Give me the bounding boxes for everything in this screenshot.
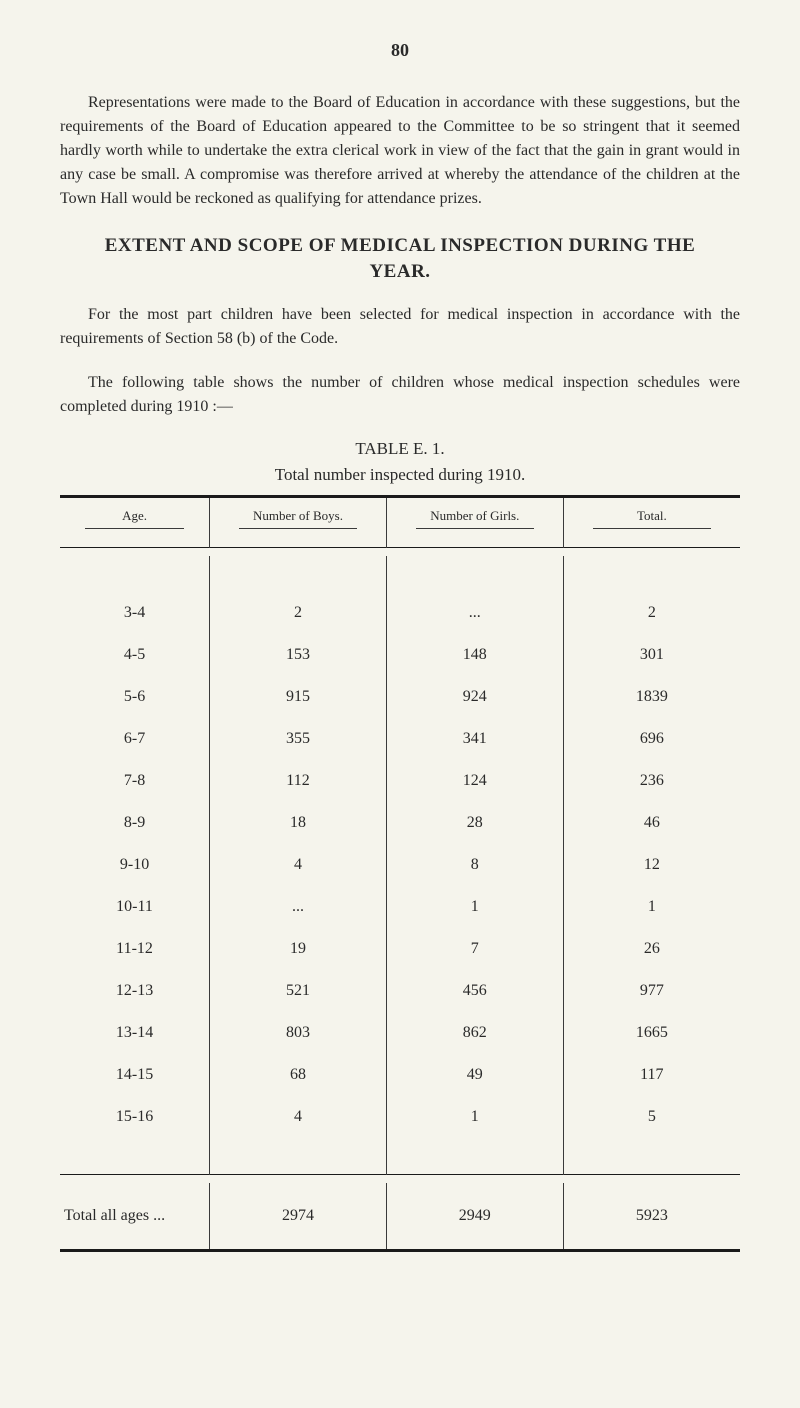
table-cell: 49 [386,1054,563,1096]
table-cell: 301 [563,634,740,676]
table-cell: 46 [563,802,740,844]
table-subcaption: Total number inspected during 1910. [60,465,740,485]
table-row: 4-5153148301 [60,634,740,676]
table-cell: 1 [386,886,563,928]
table-cell: 8-9 [60,802,210,844]
table-cell: 924 [386,676,563,718]
section-heading-line1: EXTENT AND SCOPE OF MEDICAL INSPECTION D… [60,235,740,257]
table-cell: 6-7 [60,718,210,760]
table-cell: 148 [386,634,563,676]
table-caption: TABLE E. 1. [60,439,740,459]
table-row: 13-148038621665 [60,1012,740,1054]
total-table: Total all ages ... 2974 2949 5923 [60,1183,740,1252]
table-cell: 977 [563,970,740,1012]
col-header-total-text: Total. [637,508,667,523]
table-cell: 15-16 [60,1096,210,1138]
table-row: 5-69159241839 [60,676,740,718]
table-cell: 9-10 [60,844,210,886]
col-header-boys-text: Number of Boys. [253,508,343,523]
table-cell: 355 [210,718,387,760]
table-cell: 1 [386,1096,563,1138]
col-header-age-text: Age. [122,508,147,523]
table-cell: 68 [210,1054,387,1096]
table-cell: 124 [386,760,563,802]
table-cell: 18 [210,802,387,844]
total-girls: 2949 [386,1183,563,1251]
table-row: 14-156849117 [60,1054,740,1096]
table-cell: 7 [386,928,563,970]
table-header: Age. Number of Boys. Number of Girls. To… [60,495,740,548]
paragraph-3: The following table shows the number of … [60,371,740,419]
section-heading-line2: YEAR. [60,261,740,283]
table-cell: 117 [563,1054,740,1096]
table-row: 15-16415 [60,1096,740,1138]
table-cell: 14-15 [60,1054,210,1096]
table-cell: 5-6 [60,676,210,718]
table-row: 3-42...2 [60,592,740,634]
table-row: 7-8112124236 [60,760,740,802]
table-cell: 2 [210,592,387,634]
table-row: 6-7355341696 [60,718,740,760]
page-number: 80 [60,40,740,61]
table-cell: ... [386,592,563,634]
total-boys: 2974 [210,1183,387,1251]
table-cell: 456 [386,970,563,1012]
col-header-girls-text: Number of Girls. [430,508,519,523]
table-cell: 862 [386,1012,563,1054]
table-row: 8-9182846 [60,802,740,844]
table-cell: 696 [563,718,740,760]
table-cell: 19 [210,928,387,970]
total-label: Total all ages ... [60,1183,210,1251]
table-cell: 112 [210,760,387,802]
table-cell: 803 [210,1012,387,1054]
table-cell: 5 [563,1096,740,1138]
table-cell: 11-12 [60,928,210,970]
table-cell: 4 [210,844,387,886]
table-row: 9-104812 [60,844,740,886]
table-cell: 13-14 [60,1012,210,1054]
table-cell: 10-11 [60,886,210,928]
table-cell: 153 [210,634,387,676]
col-header-total: Total. [563,497,740,548]
table-cell: 7-8 [60,760,210,802]
table-cell: 12 [563,844,740,886]
table-cell: 12-13 [60,970,210,1012]
table-cell: 236 [563,760,740,802]
data-table: 3-42...24-51531483015-691592418396-73553… [60,556,740,1175]
table-cell: 915 [210,676,387,718]
table-row: 11-1219726 [60,928,740,970]
table-cell: 341 [386,718,563,760]
paragraph-1: Representations were made to the Board o… [60,91,740,211]
table-cell: 2 [563,592,740,634]
table-cell: 1665 [563,1012,740,1054]
table-cell: ... [210,886,387,928]
table-cell: 1839 [563,676,740,718]
table-row: 10-11...11 [60,886,740,928]
table-cell: 4-5 [60,634,210,676]
table-cell: 26 [563,928,740,970]
col-header-age: Age. [60,497,210,548]
table-row: 12-13521456977 [60,970,740,1012]
col-header-girls: Number of Girls. [386,497,563,548]
table-cell: 1 [563,886,740,928]
total-total: 5923 [563,1183,740,1251]
table-cell: 28 [386,802,563,844]
table-cell: 4 [210,1096,387,1138]
table-cell: 3-4 [60,592,210,634]
table-cell: 8 [386,844,563,886]
table-cell: 521 [210,970,387,1012]
paragraph-2: For the most part children have been sel… [60,303,740,351]
col-header-boys: Number of Boys. [210,497,387,548]
